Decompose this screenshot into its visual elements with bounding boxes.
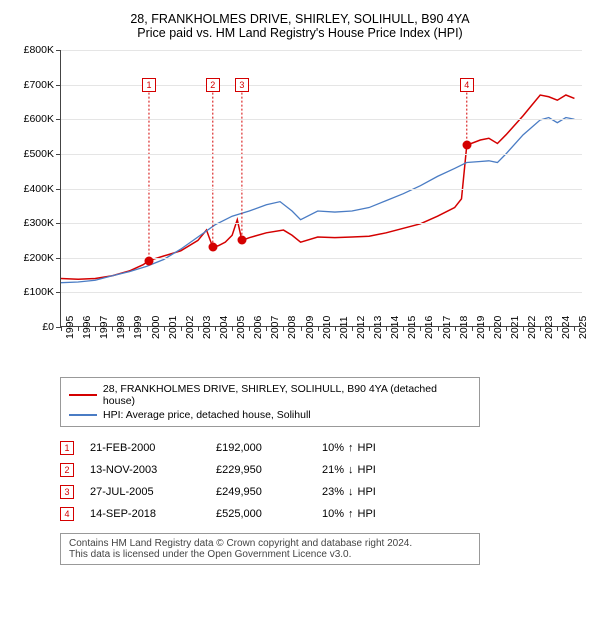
chart-title-block: 28, FRANKHOLMES DRIVE, SHIRLEY, SOLIHULL… — [12, 12, 588, 40]
sales-diff: 23% ↓ HPI — [322, 486, 422, 498]
arrow-up-icon: ↑ — [348, 442, 354, 454]
legend-row: HPI: Average price, detached house, Soli… — [69, 408, 471, 422]
sale-dot — [462, 141, 471, 150]
sale-dot — [237, 236, 246, 245]
footer-line-1: Contains HM Land Registry data © Crown c… — [69, 538, 471, 549]
sale-marker-box: 1 — [142, 78, 156, 92]
legend-swatch — [69, 394, 97, 396]
gridline-h — [61, 85, 582, 86]
sale-dot — [208, 243, 217, 252]
sales-table: 1 21-FEB-2000 £192,000 10% ↑ HPI 2 13-NOV-200… — [60, 437, 588, 525]
sales-row: 1 21-FEB-2000 £192,000 10% ↑ HPI — [60, 437, 588, 459]
footer-attribution: Contains HM Land Registry data © Crown c… — [60, 533, 480, 565]
y-axis-label: £0 — [42, 321, 54, 333]
y-axis-label: £500K — [24, 148, 54, 160]
legend-row: 28, FRANKHOLMES DRIVE, SHIRLEY, SOLIHULL… — [69, 382, 471, 408]
gridline-h — [61, 223, 582, 224]
gridline-h — [61, 50, 582, 51]
legend-label: HPI: Average price, detached house, Soli… — [103, 409, 311, 421]
sales-row: 4 14-SEP-2018 £525,000 10% ↑ HPI — [60, 503, 588, 525]
y-axis-label: £800K — [24, 44, 54, 56]
sales-marker-icon: 2 — [60, 463, 74, 477]
sales-date: 14-SEP-2018 — [90, 508, 200, 520]
series-price_paid — [61, 95, 574, 279]
sales-date: 27-JUL-2005 — [90, 486, 200, 498]
sale-dot — [144, 256, 153, 265]
footer-line-2: This data is licensed under the Open Gov… — [69, 549, 471, 560]
gridline-h — [61, 292, 582, 293]
legend-box: 28, FRANKHOLMES DRIVE, SHIRLEY, SOLIHULL… — [60, 377, 480, 427]
arrow-down-icon: ↓ — [348, 486, 354, 498]
chart-container: 1 2 3 4 £0 £100K £200K £300K £400K £500K £600K £70… — [12, 46, 588, 371]
gridline-h — [61, 258, 582, 259]
sale-marker-box: 4 — [460, 78, 474, 92]
gridline-h — [61, 119, 582, 120]
sales-marker-icon: 4 — [60, 507, 74, 521]
sales-marker-icon: 3 — [60, 485, 74, 499]
title-line-2: Price paid vs. HM Land Registry's House … — [12, 26, 588, 40]
sales-date: 13-NOV-2003 — [90, 464, 200, 476]
chart-plot-area: 1 2 3 4 — [60, 50, 582, 327]
sales-price: £192,000 — [216, 442, 306, 454]
gridline-h — [61, 154, 582, 155]
y-axis-label: £200K — [24, 252, 54, 264]
sales-marker-icon: 1 — [60, 441, 74, 455]
y-axis-label: £100K — [24, 286, 54, 298]
sales-price: £249,950 — [216, 486, 306, 498]
sale-marker-box: 3 — [235, 78, 249, 92]
sale-marker-box: 2 — [206, 78, 220, 92]
y-axis-label: £300K — [24, 217, 54, 229]
sales-date: 21-FEB-2000 — [90, 442, 200, 454]
sales-row: 3 27-JUL-2005 £249,950 23% ↓ HPI — [60, 481, 588, 503]
sales-row: 2 13-NOV-2003 £229,950 21% ↓ HPI — [60, 459, 588, 481]
arrow-up-icon: ↑ — [348, 508, 354, 520]
legend-label: 28, FRANKHOLMES DRIVE, SHIRLEY, SOLIHULL… — [103, 383, 471, 407]
sales-diff: 10% ↑ HPI — [322, 508, 422, 520]
x-axis-label: 2025 — [577, 316, 600, 339]
sales-price: £229,950 — [216, 464, 306, 476]
legend-swatch — [69, 414, 97, 416]
sales-price: £525,000 — [216, 508, 306, 520]
y-axis-label: £600K — [24, 113, 54, 125]
arrow-down-icon: ↓ — [348, 464, 354, 476]
sales-diff: 10% ↑ HPI — [322, 442, 422, 454]
title-line-1: 28, FRANKHOLMES DRIVE, SHIRLEY, SOLIHULL… — [12, 12, 588, 26]
sales-diff: 21% ↓ HPI — [322, 464, 422, 476]
y-axis-label: £400K — [24, 183, 54, 195]
gridline-h — [61, 189, 582, 190]
y-axis-label: £700K — [24, 79, 54, 91]
